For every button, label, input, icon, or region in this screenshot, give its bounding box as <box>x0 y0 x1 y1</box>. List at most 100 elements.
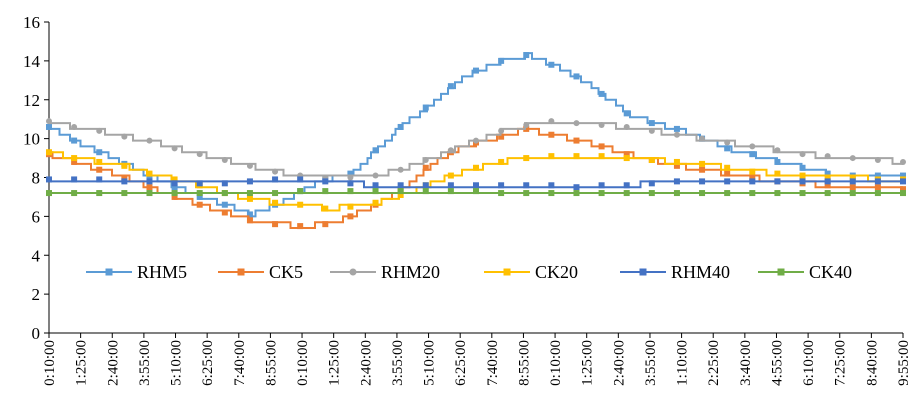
data-point <box>297 176 304 183</box>
data-point <box>272 199 279 206</box>
y-tick-label: 14 <box>23 52 41 71</box>
data-point <box>598 190 605 197</box>
data-point <box>272 176 279 183</box>
data-point <box>447 83 454 90</box>
data-point <box>46 123 52 130</box>
data-point <box>900 186 906 193</box>
x-tick-label: 2:25:00 <box>706 340 722 386</box>
data-point <box>347 170 354 177</box>
legend-marker <box>777 268 785 276</box>
data-point <box>824 153 831 160</box>
data-point <box>648 120 655 127</box>
data-point <box>322 178 329 185</box>
legend-marker <box>105 268 113 276</box>
data-point <box>372 188 379 195</box>
data-point <box>121 162 128 169</box>
data-point <box>523 122 530 129</box>
data-point <box>246 190 253 197</box>
data-point <box>473 137 479 144</box>
legend-label: CK5 <box>269 262 303 282</box>
legend-marker <box>639 268 647 276</box>
data-point <box>824 178 831 185</box>
data-point <box>71 176 78 183</box>
y-tick-label: 8 <box>32 169 41 188</box>
data-point <box>498 158 505 165</box>
data-point <box>246 162 253 169</box>
data-point <box>297 188 304 195</box>
data-point <box>598 90 605 97</box>
data-point <box>422 104 429 111</box>
data-point <box>699 160 706 167</box>
data-point <box>71 155 78 162</box>
data-point <box>221 201 228 208</box>
x-tick-label: 7:40:00 <box>232 340 248 386</box>
data-point <box>548 61 555 68</box>
data-point <box>171 176 178 183</box>
data-point <box>246 195 253 202</box>
y-tick-label: 10 <box>23 130 40 149</box>
x-tick-label: 5:10:00 <box>169 340 185 386</box>
data-point <box>272 221 279 228</box>
data-point <box>447 182 454 189</box>
data-point <box>673 178 680 185</box>
data-point <box>146 184 153 191</box>
data-point <box>146 137 153 144</box>
series-layer <box>46 52 906 230</box>
data-point <box>523 190 530 197</box>
data-point <box>648 190 655 197</box>
data-point <box>874 157 881 164</box>
x-tick-label: 7:25:00 <box>833 340 849 386</box>
data-point <box>573 137 580 144</box>
legend-marker <box>349 268 357 276</box>
data-point <box>699 166 706 173</box>
data-point <box>171 190 178 197</box>
series-line <box>49 122 903 177</box>
data-point <box>799 164 806 171</box>
data-point <box>724 170 731 177</box>
data-point <box>623 151 630 158</box>
data-point <box>221 190 228 197</box>
data-point <box>46 176 52 183</box>
data-point <box>372 172 379 179</box>
data-point <box>523 125 530 132</box>
data-point <box>196 193 203 200</box>
data-point <box>171 193 178 200</box>
data-point <box>297 201 304 208</box>
data-point <box>749 174 756 181</box>
legend-marker <box>237 268 245 276</box>
x-tick-label: 9:55:00 <box>896 340 912 386</box>
data-point <box>322 188 329 195</box>
data-point <box>473 188 479 195</box>
x-tick-label: 1:25:00 <box>327 340 343 386</box>
data-point <box>397 191 404 198</box>
data-point <box>623 110 630 117</box>
data-point <box>900 190 906 197</box>
data-point <box>447 172 454 179</box>
data-point <box>673 131 680 138</box>
data-point <box>724 145 731 152</box>
data-point <box>297 223 304 230</box>
data-point <box>749 168 756 175</box>
data-point <box>849 174 856 181</box>
data-point <box>422 188 429 195</box>
data-point <box>347 203 354 210</box>
data-point <box>849 155 856 162</box>
data-point <box>96 158 103 165</box>
data-point <box>146 190 153 197</box>
data-point <box>548 182 555 189</box>
data-point <box>699 178 706 185</box>
data-point <box>724 190 731 197</box>
data-point <box>623 182 630 189</box>
data-point <box>498 133 505 140</box>
x-tick-label: 4:55:00 <box>769 340 785 386</box>
data-point <box>648 127 655 134</box>
data-point <box>573 73 580 80</box>
data-point <box>71 158 78 165</box>
data-point <box>724 178 731 185</box>
data-point <box>724 164 731 171</box>
data-point <box>397 188 404 195</box>
series-rhm40 <box>46 176 906 191</box>
data-point <box>623 123 630 130</box>
x-tick-label: 0:10:00 <box>295 340 311 386</box>
legend-item-ck20: CK20 <box>484 262 578 282</box>
